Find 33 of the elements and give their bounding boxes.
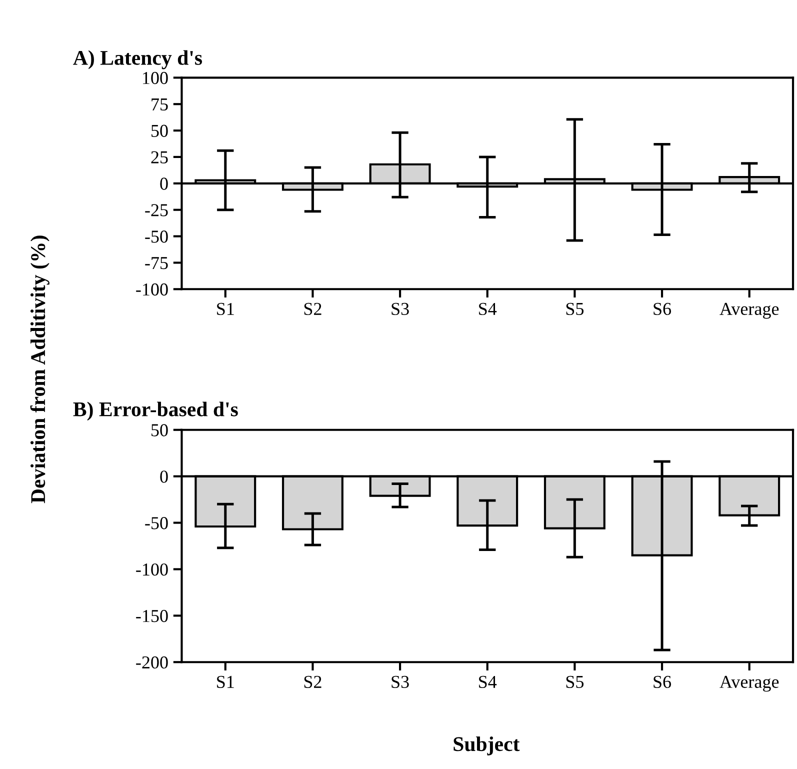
y-tick-label: -50: [145, 517, 168, 530]
x-tick-label: S4: [479, 676, 497, 688]
y-tick-label: 0: [160, 178, 168, 190]
y-tick-label: 100: [143, 72, 168, 84]
y-tick-label: -50: [145, 230, 168, 243]
chart-title: A) Latency d's: [73, 50, 202, 70]
x-tick-label: S3: [392, 676, 409, 688]
y-tick-label: 50: [152, 424, 168, 436]
y-tick-label: -100: [136, 563, 168, 576]
y-tick-label: -100: [136, 283, 168, 296]
y-axis-title: Deviation from Additivity (%): [30, 236, 50, 504]
chart-title: B) Error-based d's: [73, 402, 238, 421]
x-tick-label: S5: [566, 302, 584, 316]
x-tick-label: Average: [720, 302, 779, 319]
y-tick-label: 75: [152, 98, 168, 111]
x-tick-label: S3: [392, 302, 409, 316]
x-tick-label: Average: [720, 676, 779, 692]
x-tick-label: S6: [654, 302, 672, 316]
y-tick-label: 50: [152, 124, 168, 137]
x-tick-label: S6: [654, 676, 672, 688]
x-tick-label: S5: [566, 676, 584, 688]
y-tick-label: -75: [145, 257, 168, 270]
x-tick-label: S2: [304, 302, 322, 316]
x-tick-label: S2: [304, 676, 322, 688]
y-tick-label: -200: [136, 656, 168, 669]
y-tick-label: 25: [151, 151, 168, 164]
y-tick-label: 0: [160, 470, 168, 483]
x-axis-title: Subject: [454, 736, 520, 756]
x-tick-label: S4: [479, 302, 497, 316]
x-tick-label: S1: [217, 302, 234, 316]
y-tick-label: -150: [136, 610, 168, 622]
x-tick-label: S1: [217, 676, 234, 688]
y-tick-label: -25: [145, 204, 168, 216]
